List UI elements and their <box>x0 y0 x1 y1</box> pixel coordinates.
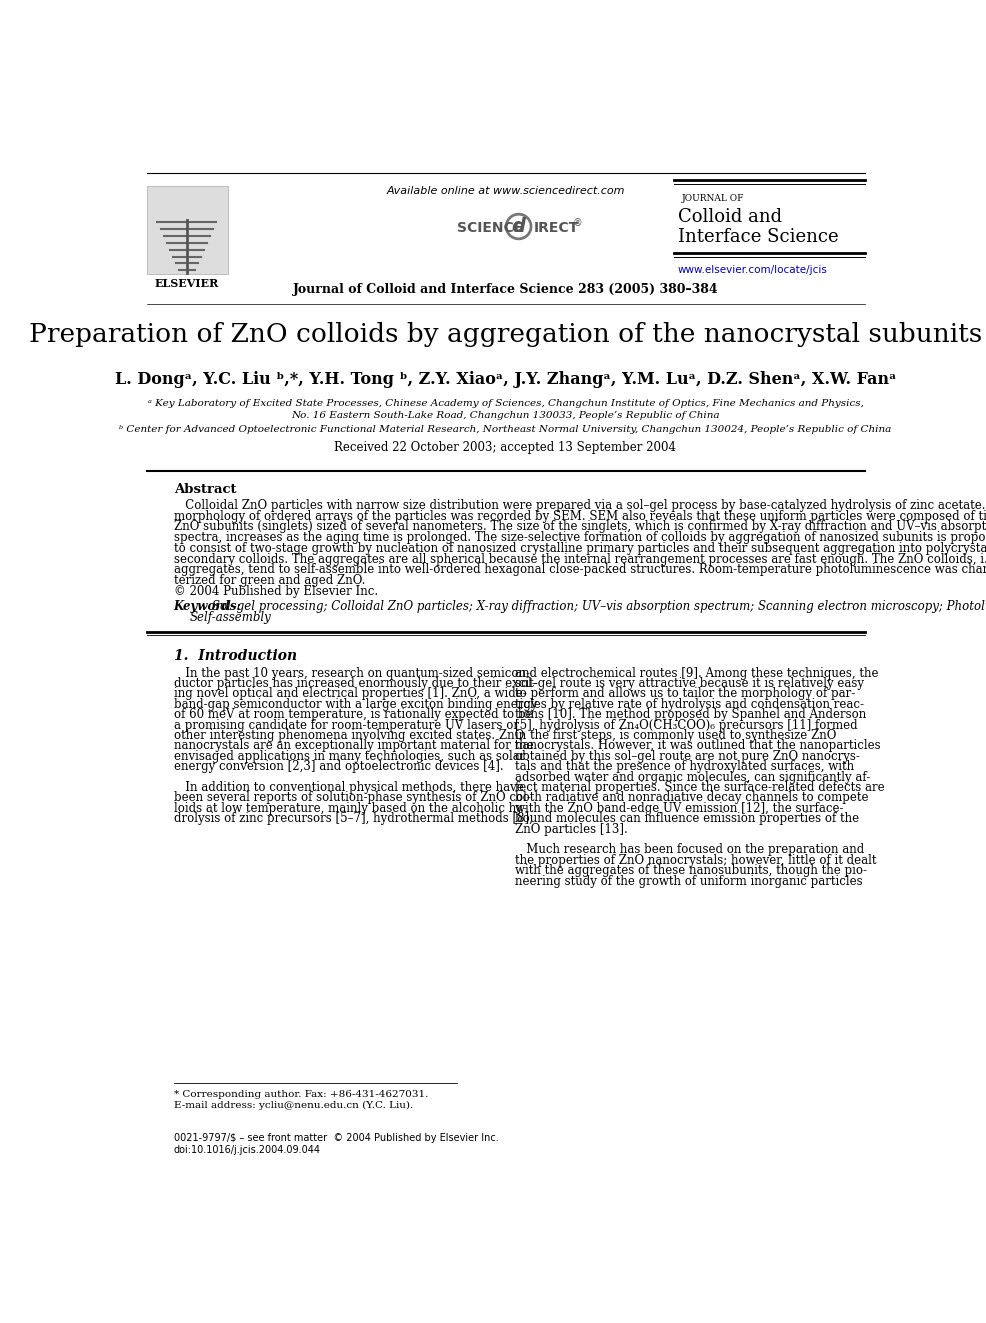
Text: ®: ® <box>572 218 582 228</box>
Text: a promising candidate for room-temperature UV lasers or: a promising candidate for room-temperatu… <box>174 718 519 732</box>
Text: Preparation of ZnO colloids by aggregation of the nanocrystal subunits: Preparation of ZnO colloids by aggregati… <box>29 321 981 347</box>
Text: IRECT: IRECT <box>533 221 579 235</box>
Text: Received 22 October 2003; accepted 13 September 2004: Received 22 October 2003; accepted 13 Se… <box>334 441 675 454</box>
Text: the properties of ZnO nanocrystals; however, little of it dealt: the properties of ZnO nanocrystals; howe… <box>515 853 876 867</box>
Text: fect material properties. Since the surface-related defects are: fect material properties. Since the surf… <box>515 781 883 794</box>
Text: tions [10]. The method proposed by Spanhel and Anderson: tions [10]. The method proposed by Spanh… <box>515 708 865 721</box>
Text: doi:10.1016/j.jcis.2004.09.044: doi:10.1016/j.jcis.2004.09.044 <box>174 1144 320 1155</box>
Text: Much research has been focused on the preparation and: Much research has been focused on the pr… <box>515 843 863 856</box>
Text: aggregates, tend to self-assemble into well-ordered hexagonal close-packed struc: aggregates, tend to self-assemble into w… <box>174 564 986 577</box>
Text: ᵇ Center for Advanced Optoelectronic Functional Material Research, Northeast Nor: ᵇ Center for Advanced Optoelectronic Fun… <box>119 425 890 434</box>
Text: SCIENCE: SCIENCE <box>457 221 523 235</box>
Text: ZnO particles [13].: ZnO particles [13]. <box>515 823 627 836</box>
Text: to perform and allows us to tailor the morphology of par-: to perform and allows us to tailor the m… <box>515 688 854 700</box>
Text: in the first steps, is commonly used to synthesize ZnO: in the first steps, is commonly used to … <box>515 729 835 742</box>
Text: terized for green and aged ZnO.: terized for green and aged ZnO. <box>174 574 365 587</box>
Text: morphology of ordered arrays of the particles was recorded by SEM. SEM also reve: morphology of ordered arrays of the part… <box>174 509 986 523</box>
Text: spectra, increases as the aging time is prolonged. The size-selective formation : spectra, increases as the aging time is … <box>174 531 986 544</box>
Text: nanocrystals. However, it was outlined that the nanoparticles: nanocrystals. However, it was outlined t… <box>515 740 880 753</box>
Text: with the ZnO band-edge UV emission [12], the surface-: with the ZnO band-edge UV emission [12],… <box>515 802 842 815</box>
Text: with the aggregates of these nanosubunits, though the pio-: with the aggregates of these nanosubunit… <box>515 864 866 877</box>
Text: nanocrystals are an exceptionally important material for the: nanocrystals are an exceptionally import… <box>174 740 533 753</box>
Text: secondary colloids. The aggregates are all spherical because the internal rearra: secondary colloids. The aggregates are a… <box>174 553 986 566</box>
Text: envisaged applications in many technologies, such as solar: envisaged applications in many technolog… <box>174 750 525 763</box>
Text: other interesting phenomena involving excited states. ZnO: other interesting phenomena involving ex… <box>174 729 524 742</box>
Text: band-gap semiconductor with a large exciton binding energy: band-gap semiconductor with a large exci… <box>174 697 536 710</box>
Text: [5], hydrolysis of Zn₄O(CH₃COO)₆ precursors [11] formed: [5], hydrolysis of Zn₄O(CH₃COO)₆ precurs… <box>515 718 857 732</box>
Text: tals and that the presence of hydroxylated surfaces, with: tals and that the presence of hydroxylat… <box>515 761 853 773</box>
Text: Journal of Colloid and Interface Science 283 (2005) 380–384: Journal of Colloid and Interface Science… <box>292 283 718 296</box>
Text: ductor particles has increased enormously due to their excit-: ductor particles has increased enormousl… <box>174 677 537 691</box>
Text: of 60 meV at room temperature, is rationally expected to be: of 60 meV at room temperature, is ration… <box>174 708 531 721</box>
Text: neering study of the growth of uniform inorganic particles: neering study of the growth of uniform i… <box>515 875 862 888</box>
Text: www.elsevier.com/locate/jcis: www.elsevier.com/locate/jcis <box>676 266 826 275</box>
Text: ticles by relative rate of hydrolysis and condensation reac-: ticles by relative rate of hydrolysis an… <box>515 697 863 710</box>
Text: E-mail address: ycliu@nenu.edu.cn (Y.C. Liu).: E-mail address: ycliu@nenu.edu.cn (Y.C. … <box>174 1101 412 1110</box>
Text: Colloidal ZnO particles with narrow size distribution were prepared via a sol–ge: Colloidal ZnO particles with narrow size… <box>174 499 986 512</box>
Text: © 2004 Published by Elsevier Inc.: © 2004 Published by Elsevier Inc. <box>174 585 378 598</box>
Text: Abstract: Abstract <box>174 483 236 496</box>
Text: 1.  Introduction: 1. Introduction <box>174 650 297 663</box>
Text: d: d <box>511 217 526 235</box>
Text: energy conversion [2,3] and optoelectronic devices [4].: energy conversion [2,3] and optoelectron… <box>174 761 503 773</box>
Text: drolysis of zinc precursors [5–7], hydrothermal methods [8],: drolysis of zinc precursors [5–7], hydro… <box>174 812 532 826</box>
Text: In addition to conventional physical methods, there have: In addition to conventional physical met… <box>174 781 523 794</box>
FancyBboxPatch shape <box>147 185 228 274</box>
Text: ᵃ Key Laboratory of Excited State Processes, Chinese Academy of Sciences, Changc: ᵃ Key Laboratory of Excited State Proces… <box>147 400 863 407</box>
Text: sol–gel route is very attractive because it is relatively easy: sol–gel route is very attractive because… <box>515 677 863 691</box>
Text: and electrochemical routes [9]. Among these techniques, the: and electrochemical routes [9]. Among th… <box>515 667 878 680</box>
Text: both radiative and nonradiative decay channels to compete: both radiative and nonradiative decay ch… <box>515 791 868 804</box>
Text: bound molecules can influence emission properties of the: bound molecules can influence emission p… <box>515 812 858 826</box>
Text: Interface Science: Interface Science <box>676 229 837 246</box>
Text: JOURNAL OF: JOURNAL OF <box>680 194 743 204</box>
Text: Sol–gel processing; Colloidal ZnO particles; X-ray diffraction; UV–vis absorptio: Sol–gel processing; Colloidal ZnO partic… <box>212 601 986 614</box>
Text: Keywords:: Keywords: <box>174 601 242 614</box>
Text: 0021-9797/$ – see front matter  © 2004 Published by Elsevier Inc.: 0021-9797/$ – see front matter © 2004 Pu… <box>174 1134 498 1143</box>
Text: No. 16 Eastern South-Lake Road, Changchun 130033, People’s Republic of China: No. 16 Eastern South-Lake Road, Changchu… <box>291 410 719 419</box>
Text: to consist of two-stage growth by nucleation of nanosized crystalline primary pa: to consist of two-stage growth by nuclea… <box>174 542 986 554</box>
Text: ELSEVIER: ELSEVIER <box>155 278 219 288</box>
Text: Colloid and: Colloid and <box>676 208 781 225</box>
Text: ZnO subunits (singlets) sized of several nanometers. The size of the singlets, w: ZnO subunits (singlets) sized of several… <box>174 520 986 533</box>
Text: loids at low temperature, mainly based on the alcoholic hy-: loids at low temperature, mainly based o… <box>174 802 527 815</box>
Text: ing novel optical and electrical properties [1]. ZnO, a wide-: ing novel optical and electrical propert… <box>174 688 526 700</box>
Text: adsorbed water and organic molecules, can significantly af-: adsorbed water and organic molecules, ca… <box>515 770 869 783</box>
Text: Self-assembly: Self-assembly <box>189 611 271 624</box>
Text: L. Dongᵃ, Y.C. Liu ᵇ,*, Y.H. Tong ᵇ, Z.Y. Xiaoᵃ, J.Y. Zhangᵃ, Y.M. Luᵃ, D.Z. She: L. Dongᵃ, Y.C. Liu ᵇ,*, Y.H. Tong ᵇ, Z.Y… <box>114 372 895 388</box>
Text: In the past 10 years, research on quantum-sized semicon-: In the past 10 years, research on quantu… <box>174 667 529 680</box>
Text: obtained by this sol–gel route are not pure ZnO nanocrys-: obtained by this sol–gel route are not p… <box>515 750 859 763</box>
Text: been several reports of solution-phase synthesis of ZnO col-: been several reports of solution-phase s… <box>174 791 530 804</box>
Text: * Corresponding author. Fax: +86-431-4627031.: * Corresponding author. Fax: +86-431-462… <box>174 1090 428 1099</box>
Text: Available online at www.sciencedirect.com: Available online at www.sciencedirect.co… <box>386 187 624 196</box>
